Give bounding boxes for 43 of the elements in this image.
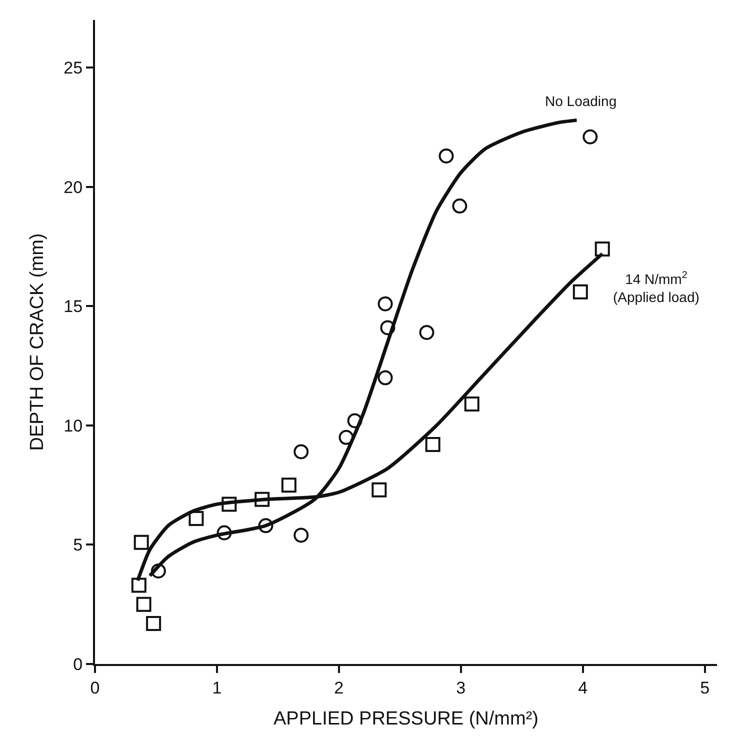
point: [438, 148, 454, 164]
y-tick-label: 15: [64, 297, 83, 316]
y-axis-title: DEPTH OF CRACK (mm): [27, 233, 48, 451]
y-tick-label: 0: [73, 654, 83, 674]
y-tick-label: 10: [64, 416, 83, 436]
point: [419, 324, 434, 340]
point: [150, 563, 166, 578]
point: [425, 437, 440, 452]
point: [216, 525, 232, 540]
point: [380, 320, 396, 336]
y-tick-label: 25: [64, 58, 83, 78]
point: [146, 616, 162, 631]
annotation: No Loading: [545, 93, 617, 109]
point: [134, 534, 149, 550]
x-tick-label: 4: [578, 678, 588, 698]
annotation: 14 N/mm$^{2}$ (Applied load): [613, 270, 700, 306]
point: [338, 430, 354, 445]
point: [294, 528, 309, 543]
point: [452, 198, 468, 214]
x-axis-title: APPLIED PRESSURE (N/mm²): [274, 708, 538, 730]
x-tick-label: 0: [90, 678, 100, 698]
x-tick-label: 1: [212, 678, 222, 698]
point: [188, 511, 204, 526]
point: [254, 492, 270, 507]
point: [378, 296, 393, 312]
point: [347, 413, 362, 428]
point: [281, 478, 296, 493]
point: [131, 578, 146, 593]
y-tick-label: 20: [64, 178, 83, 197]
x-tick-label: 3: [456, 678, 466, 698]
point: [222, 496, 237, 512]
point: [572, 284, 588, 300]
point: [378, 370, 393, 386]
point: [136, 596, 152, 612]
x-tick-label: 2: [334, 678, 344, 698]
point: [582, 129, 598, 144]
point: [594, 241, 610, 256]
point: [294, 444, 309, 460]
point: [372, 482, 387, 498]
x-tick-label: 5: [700, 678, 710, 698]
y-tick-label: 5: [73, 536, 83, 555]
point: [464, 396, 480, 412]
point: [258, 518, 274, 534]
